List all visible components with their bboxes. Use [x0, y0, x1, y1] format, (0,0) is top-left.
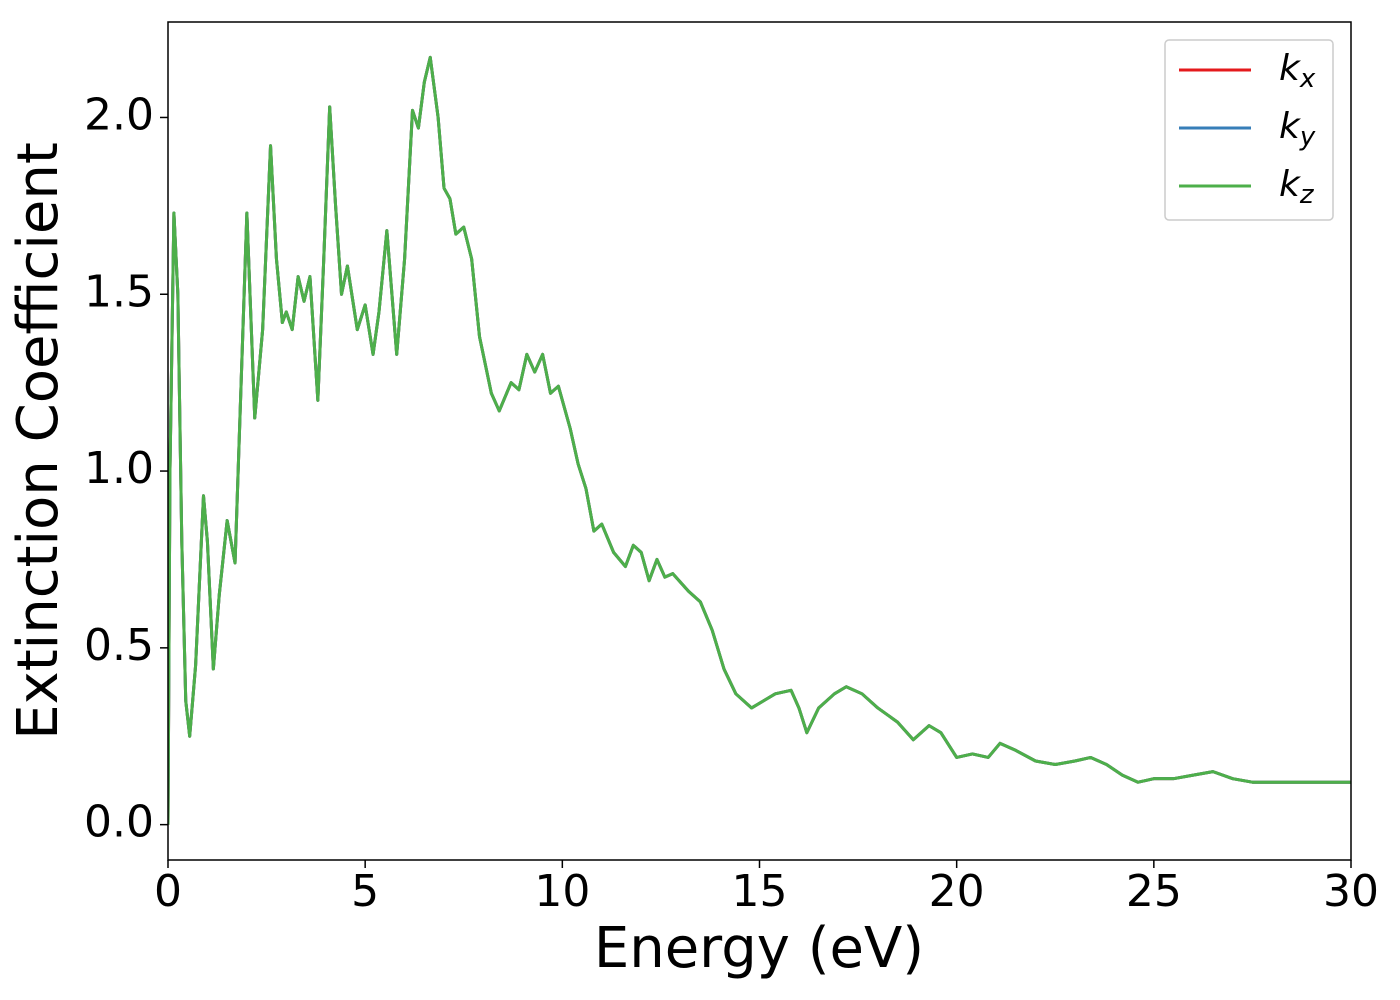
x-tick-label: 15: [732, 866, 788, 917]
x-tick-label: 0: [154, 866, 182, 917]
x-tick-label: 5: [351, 866, 379, 917]
x-tick-label: 30: [1323, 866, 1379, 917]
y-tick-label: 0.5: [84, 620, 154, 671]
y-tick-label: 1.5: [84, 266, 154, 317]
x-tick-label: 20: [929, 866, 985, 917]
x-axis-label: Energy (eV): [594, 916, 924, 981]
legend-label: kz: [1279, 164, 1315, 210]
legend-label: kx: [1279, 48, 1316, 94]
series-line: [168, 55, 1351, 825]
y-tick-label: 0.0: [84, 797, 154, 848]
x-tick-label: 10: [534, 866, 590, 917]
y-tick-label: 1.0: [84, 443, 154, 494]
legend-label: ky: [1279, 106, 1316, 152]
x-tick-label: 25: [1126, 866, 1182, 917]
y-tick-label: 2.0: [84, 89, 154, 140]
legend-box: [1164, 39, 1334, 221]
y-axis-label: Extinction Coefficient: [6, 142, 71, 740]
plot-frame: [167, 21, 1352, 861]
